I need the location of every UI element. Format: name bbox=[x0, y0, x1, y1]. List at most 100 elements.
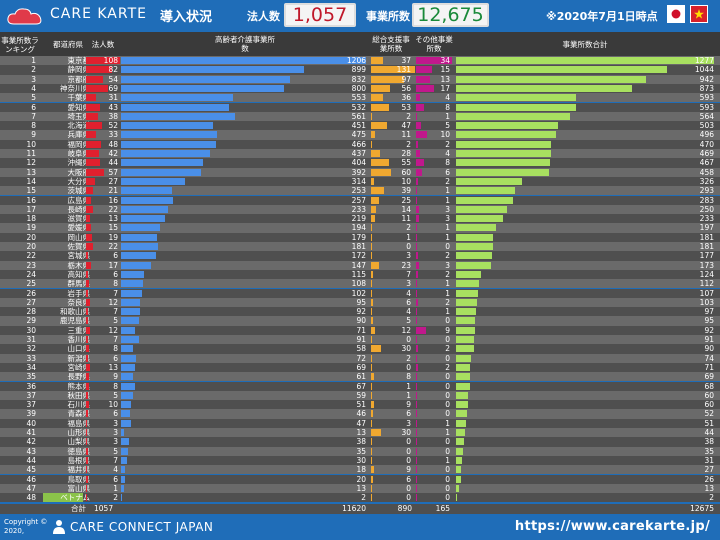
support-bar bbox=[371, 484, 372, 492]
table-row: 39 青森県 6 46 6 0 52 bbox=[0, 409, 720, 419]
corp-value: 15 bbox=[108, 223, 118, 233]
care-value: 532 bbox=[351, 102, 366, 112]
table-row: 42 山梨県 3 38 0 0 38 bbox=[0, 437, 720, 447]
care-bar bbox=[121, 363, 136, 371]
row-rank: 2 bbox=[31, 65, 36, 75]
row-prefecture: 東京都 bbox=[67, 56, 91, 65]
table-row: 18 滋賀県 13 219 11 3 233 bbox=[0, 214, 720, 224]
care-bar bbox=[121, 475, 126, 483]
other-bar bbox=[416, 94, 421, 102]
table-row: 47 富山県 1 13 0 0 13 bbox=[0, 483, 720, 494]
care-value: 437 bbox=[351, 149, 366, 158]
support-value: 2 bbox=[406, 223, 411, 233]
care-value: 475 bbox=[351, 130, 366, 140]
support-bar bbox=[371, 94, 384, 102]
support-bar bbox=[371, 391, 372, 399]
row-rank: 29 bbox=[26, 316, 36, 326]
corp-bar bbox=[86, 150, 100, 157]
care-bar bbox=[121, 429, 124, 436]
other-bar bbox=[416, 177, 419, 185]
care-bar bbox=[121, 298, 141, 306]
corp-value: 21 bbox=[108, 186, 118, 196]
care-bar bbox=[121, 140, 216, 148]
other-bar bbox=[416, 84, 434, 92]
other-bar bbox=[416, 159, 425, 167]
care-bar bbox=[121, 112, 235, 120]
total-value: 181 bbox=[699, 242, 714, 251]
care-value: 69 bbox=[356, 362, 366, 372]
corp-value: 48 bbox=[108, 139, 118, 149]
row-prefecture: 滋賀県 bbox=[67, 214, 91, 224]
corp-value: 17 bbox=[108, 260, 118, 270]
care-value: 18 bbox=[356, 465, 366, 475]
support-value: 3 bbox=[406, 279, 411, 289]
table-row: 28 和歌山県 7 92 4 1 97 bbox=[0, 307, 720, 317]
support-bar bbox=[371, 103, 389, 111]
support-value: 3 bbox=[406, 418, 411, 428]
corp-bar bbox=[86, 243, 93, 250]
support-bar bbox=[371, 494, 372, 502]
other-value: 17 bbox=[440, 83, 450, 93]
corp-value: 6 bbox=[113, 474, 118, 484]
corp-value: 8 bbox=[113, 381, 118, 391]
corp-bar bbox=[86, 75, 103, 83]
care-value: 451 bbox=[351, 121, 366, 131]
other-value: 0 bbox=[445, 446, 450, 456]
corp-bar bbox=[86, 177, 95, 185]
total-value: 2 bbox=[709, 493, 714, 503]
total-value: 1277 bbox=[694, 56, 714, 65]
other-value: 1 bbox=[445, 195, 450, 205]
care-bar bbox=[121, 84, 284, 92]
other-value: 0 bbox=[445, 409, 450, 419]
total-value: 564 bbox=[699, 111, 714, 121]
row-prefecture: 石川県 bbox=[67, 400, 91, 410]
support-bar bbox=[371, 66, 415, 74]
corp-value: 8 bbox=[113, 279, 118, 289]
other-value: 5 bbox=[445, 121, 450, 131]
care-value: 95 bbox=[356, 297, 366, 307]
row-prefecture: 熊本県 bbox=[67, 381, 91, 391]
corp-value: 69 bbox=[108, 83, 118, 93]
japan-flag-icon bbox=[667, 5, 685, 23]
corp-value: 57 bbox=[108, 167, 118, 177]
row-prefecture: 神奈川県 bbox=[60, 83, 90, 93]
support-bar bbox=[371, 215, 375, 223]
support-value: 9 bbox=[406, 400, 411, 410]
total-bar bbox=[456, 391, 469, 399]
total-bar bbox=[456, 122, 558, 130]
support-value: 6 bbox=[406, 409, 411, 419]
other-value: 2 bbox=[445, 344, 450, 354]
other-value: 2 bbox=[445, 297, 450, 307]
totals-support: 890 bbox=[397, 504, 412, 513]
corp-value: 52 bbox=[108, 121, 118, 131]
support-bar bbox=[371, 419, 372, 427]
other-bar bbox=[416, 205, 420, 213]
support-value: 30 bbox=[401, 344, 411, 354]
other-value: 34 bbox=[440, 56, 450, 65]
support-bar bbox=[371, 224, 372, 232]
support-value: 97 bbox=[401, 74, 411, 84]
care-value: 13 bbox=[356, 483, 366, 493]
support-bar bbox=[371, 280, 372, 288]
corp-bar bbox=[86, 112, 98, 120]
row-prefecture: 千葉県 bbox=[67, 93, 91, 103]
care-value: 58 bbox=[356, 344, 366, 354]
total-bar bbox=[456, 429, 465, 436]
row-prefecture: 長崎県 bbox=[67, 204, 91, 214]
other-bar bbox=[416, 131, 427, 139]
corp-bar bbox=[86, 308, 89, 316]
total-value: 35 bbox=[704, 446, 714, 456]
total-value: 38 bbox=[704, 437, 714, 447]
total-bar bbox=[456, 187, 516, 195]
total-bar bbox=[456, 94, 576, 102]
support-value: 7 bbox=[406, 269, 411, 279]
corp-bar bbox=[86, 373, 89, 381]
table-row: 16 広島県 16 257 25 1 283 bbox=[0, 195, 720, 205]
care-value: 561 bbox=[351, 111, 366, 121]
website-link[interactable]: https://www.carekarte.jp/ bbox=[514, 519, 710, 534]
other-value: 0 bbox=[445, 372, 450, 382]
table-row: 37 石川県 10 51 9 0 60 bbox=[0, 400, 720, 410]
other-bar bbox=[416, 419, 418, 427]
other-value: 0 bbox=[445, 465, 450, 475]
corp-value: 4 bbox=[113, 465, 118, 475]
